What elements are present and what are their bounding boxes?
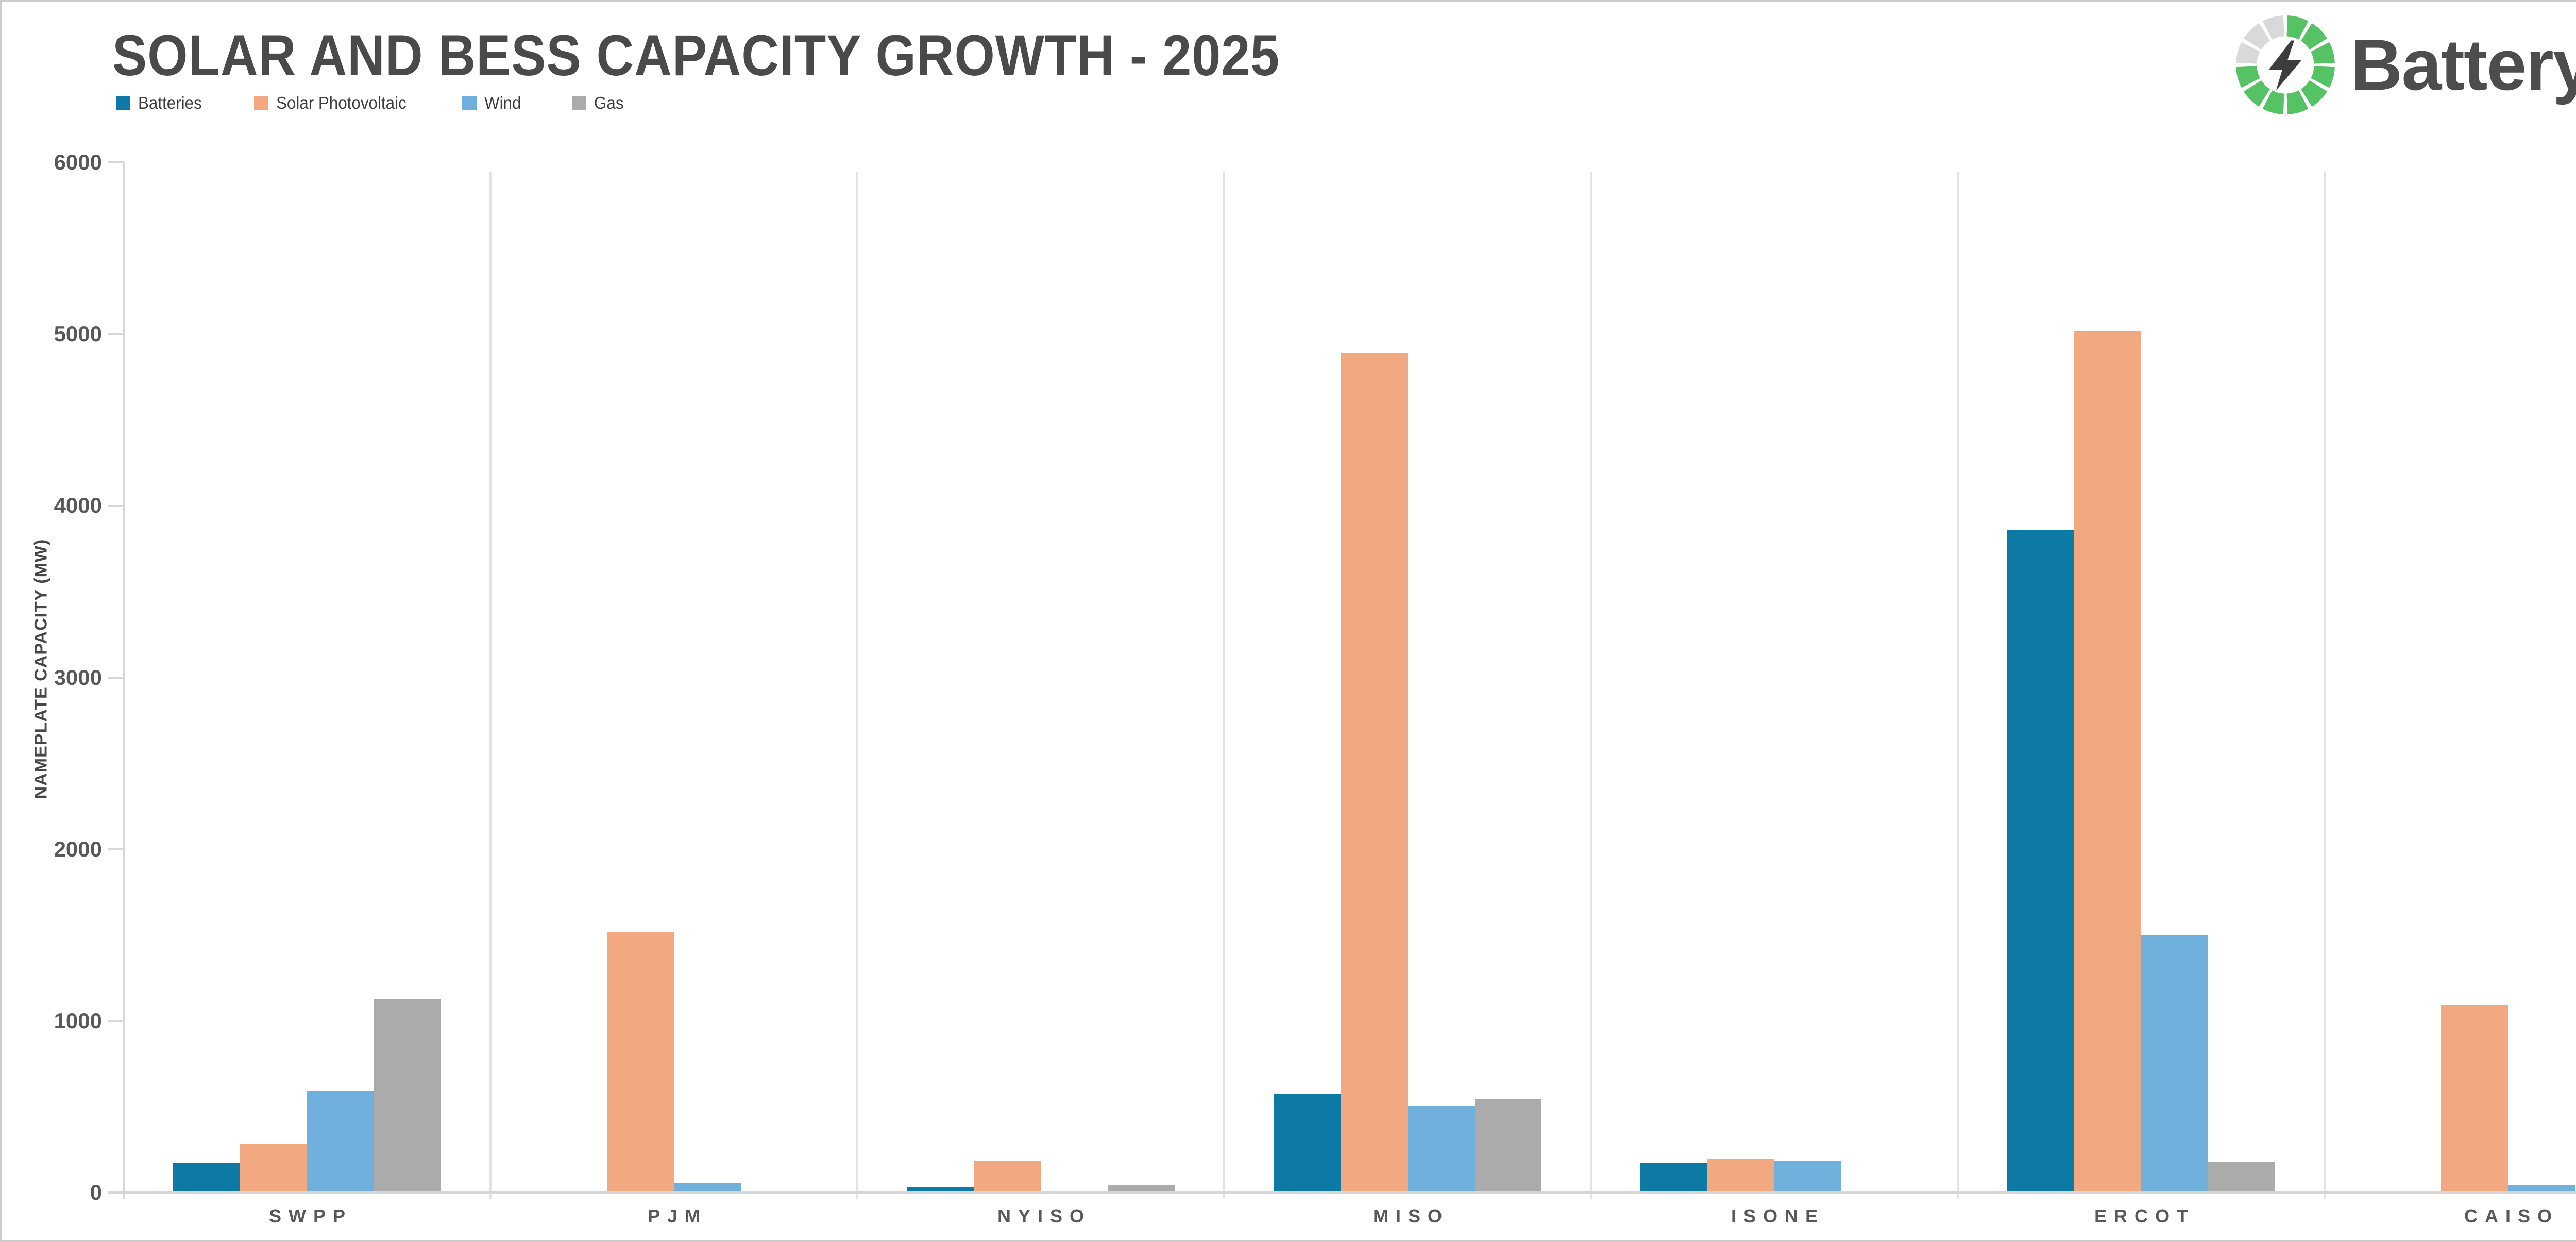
logo-ring-segment bbox=[2301, 23, 2328, 50]
y-tick-label: 5000 bbox=[54, 322, 102, 346]
bar-solar-photovoltaic bbox=[974, 1161, 1041, 1193]
bar-batteries bbox=[1274, 1094, 1341, 1193]
logo-ring-segment bbox=[2236, 42, 2260, 64]
bar-wind bbox=[307, 1091, 374, 1193]
logo-ring-segment bbox=[2311, 66, 2335, 88]
bar-batteries bbox=[907, 1187, 974, 1193]
y-axis-tick bbox=[108, 848, 124, 850]
y-tick-label: 3000 bbox=[54, 665, 102, 690]
brand-name: BatteryOS bbox=[2350, 24, 2576, 105]
group-separator-gridline bbox=[489, 172, 492, 1199]
x-axis-baseline bbox=[110, 1191, 2576, 1194]
chart-legend: Batteries Solar Photovoltaic Wind Gas bbox=[116, 93, 674, 113]
x-category-label: ERCOT bbox=[2094, 1205, 2195, 1227]
bar-batteries bbox=[1640, 1163, 1707, 1193]
legend-item-solar-photovoltaic: Solar Photovoltaic bbox=[254, 93, 413, 113]
bar-solar-photovoltaic bbox=[2441, 1005, 2508, 1193]
bar-solar-photovoltaic bbox=[607, 931, 674, 1193]
y-axis-tick bbox=[108, 676, 124, 679]
logo-ring-segment bbox=[2286, 90, 2309, 114]
legend-label: Batteries bbox=[138, 93, 202, 112]
legend-swatch bbox=[462, 96, 477, 110]
legend-item-wind: Wind bbox=[462, 93, 523, 113]
page-title: SOLAR AND BESS CAPACITY GROWTH - 2025 bbox=[112, 23, 1280, 88]
group-separator-gridline bbox=[1957, 172, 1959, 1199]
bar-solar-photovoltaic bbox=[240, 1144, 307, 1193]
logo-ring-segment bbox=[2244, 80, 2270, 107]
bar-gas bbox=[1475, 1099, 1541, 1193]
lightning-bolt-icon bbox=[2268, 40, 2302, 91]
legend-label: Gas bbox=[594, 93, 624, 112]
bar-solar-photovoltaic bbox=[1341, 353, 1408, 1193]
bar-solar-photovoltaic bbox=[2074, 330, 2141, 1193]
logo-ring-segment bbox=[2244, 23, 2270, 50]
batteryos-logo-icon bbox=[2236, 15, 2335, 114]
x-category-label: NYISO bbox=[997, 1205, 1092, 1227]
y-axis-tick bbox=[108, 505, 124, 507]
x-category-label: CAISO bbox=[2464, 1205, 2559, 1227]
legend-item-gas: Gas bbox=[572, 93, 625, 113]
logo-ring-segment bbox=[2311, 42, 2335, 64]
y-axis-line bbox=[123, 162, 125, 1199]
logo-ring-segment bbox=[2262, 15, 2284, 40]
x-category-label: ISONE bbox=[1731, 1205, 1825, 1227]
group-separator-gridline bbox=[1590, 172, 1592, 1199]
x-category-label: MISO bbox=[1372, 1205, 1449, 1227]
y-tick-label: 6000 bbox=[54, 150, 102, 174]
brand-logo: BatteryOS bbox=[2236, 15, 2576, 114]
bar-gas bbox=[374, 998, 441, 1193]
y-axis-tick bbox=[108, 161, 124, 163]
y-tick-label: 0 bbox=[90, 1180, 102, 1204]
logo-ring-segment bbox=[2301, 80, 2328, 107]
legend-label: Wind bbox=[484, 93, 521, 112]
y-tick-label: 2000 bbox=[54, 836, 102, 861]
logo-ring-segment bbox=[2262, 90, 2284, 114]
bar-wind bbox=[1408, 1106, 1475, 1193]
group-separator-gridline bbox=[2324, 172, 2326, 1199]
y-axis-tick bbox=[108, 1019, 124, 1022]
legend-swatch bbox=[572, 96, 587, 110]
bar-batteries bbox=[2007, 529, 2074, 1193]
bar-wind bbox=[2141, 935, 2208, 1193]
x-category-label: SWPP bbox=[268, 1205, 352, 1227]
y-tick-label: 1000 bbox=[54, 1008, 102, 1033]
y-axis-tick bbox=[108, 333, 124, 335]
bar-wind bbox=[1774, 1161, 1841, 1193]
bar-wind bbox=[674, 1183, 741, 1193]
bar-gas bbox=[2208, 1162, 2275, 1193]
bar-batteries bbox=[173, 1163, 240, 1193]
group-separator-gridline bbox=[856, 172, 858, 1199]
legend-swatch bbox=[254, 96, 269, 110]
x-category-label: PJM bbox=[647, 1205, 708, 1227]
bar-solar-photovoltaic bbox=[1707, 1159, 1774, 1193]
logo-ring-segment bbox=[2286, 15, 2309, 40]
bar-wind bbox=[2508, 1185, 2575, 1193]
bar-gas bbox=[1108, 1185, 1175, 1193]
legend-swatch bbox=[116, 96, 130, 110]
y-tick-label: 4000 bbox=[54, 493, 102, 518]
group-separator-gridline bbox=[1223, 172, 1225, 1199]
legend-item-batteries: Batteries bbox=[116, 93, 205, 113]
legend-label: Solar Photovoltaic bbox=[276, 93, 406, 112]
logo-ring-segment bbox=[2236, 66, 2260, 88]
